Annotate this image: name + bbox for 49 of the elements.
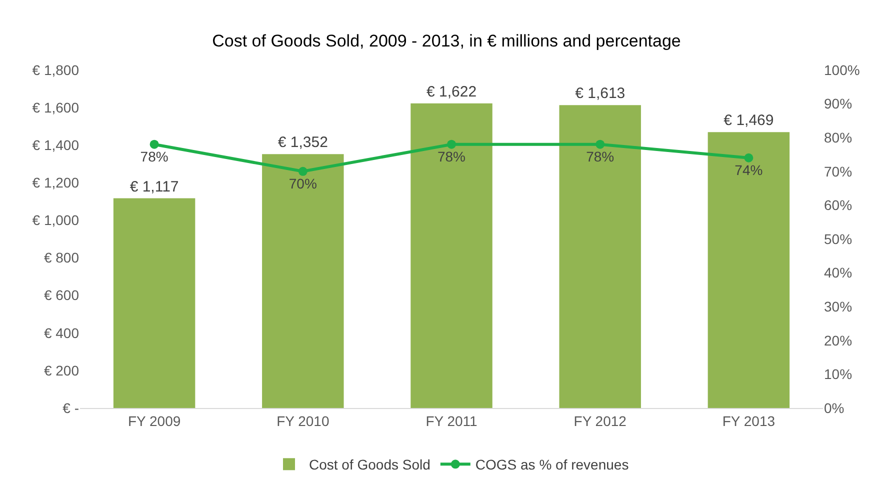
data-label: € 1,352 [278, 134, 328, 152]
legend-label: COGS as % of revenues [475, 456, 629, 473]
y2-tick-label: 10% [824, 366, 852, 382]
point [596, 140, 605, 149]
x-tick-label: FY 2010 [276, 412, 330, 429]
point [744, 153, 754, 162]
y2-tick-label: 70% [824, 163, 852, 180]
bar [262, 154, 344, 408]
chart-title: Cost of Goods Sold, 2009 - 2013, in € millions and percentage [212, 31, 681, 50]
data-label: 74% [734, 162, 763, 178]
y-tick-label: € 200 [44, 362, 80, 378]
bar [410, 103, 492, 408]
y-tick-label: € 400 [44, 324, 80, 341]
data-label: 78% [437, 148, 466, 164]
bar [708, 132, 790, 408]
y-tick-label: € - [62, 400, 80, 416]
x-tick-label: FY 2013 [722, 412, 776, 429]
data-label: € 1,613 [575, 85, 626, 102]
y2-tick-label: 40% [824, 264, 852, 281]
data-label: 78% [140, 148, 168, 164]
x-tick-label: FY 2009 [128, 412, 181, 429]
x-tick-label: FY 2012 [574, 412, 627, 429]
data-label: 70% [288, 176, 317, 192]
legend-label: Cost of Goods Sold [309, 456, 430, 473]
y-tick-label: € 1,600 [32, 99, 80, 116]
y-tick-label: € 1,800 [32, 62, 80, 78]
bar [113, 198, 196, 408]
y2-tick-label: 80% [824, 130, 852, 146]
y2-tick-label: 20% [824, 332, 852, 348]
y2-tick-label: 100% [824, 62, 860, 78]
x-tick-label: FY 2011 [426, 412, 478, 429]
y2-tick-label: 60% [824, 197, 852, 214]
data-label: 78% [586, 148, 614, 164]
point [298, 166, 308, 176]
y-tick-label: € 800 [44, 250, 80, 266]
y2-tick-label: 90% [824, 96, 852, 112]
y2-tick-label: 0% [824, 400, 844, 416]
point [150, 140, 159, 149]
y-tick-label: € 600 [44, 287, 80, 304]
data-label: € 1,469 [724, 112, 774, 130]
point [447, 140, 456, 149]
data-label: € 1,117 [130, 178, 179, 196]
y2-tick-label: 50% [824, 230, 852, 247]
y-tick-label: € 1,400 [32, 137, 80, 154]
y-tick-label: € 1,200 [32, 174, 80, 191]
y-tick-label: € 1,000 [32, 212, 80, 228]
data-label: € 1,622 [426, 83, 477, 100]
y2-tick-label: 30% [824, 298, 852, 314]
bar [559, 105, 641, 408]
